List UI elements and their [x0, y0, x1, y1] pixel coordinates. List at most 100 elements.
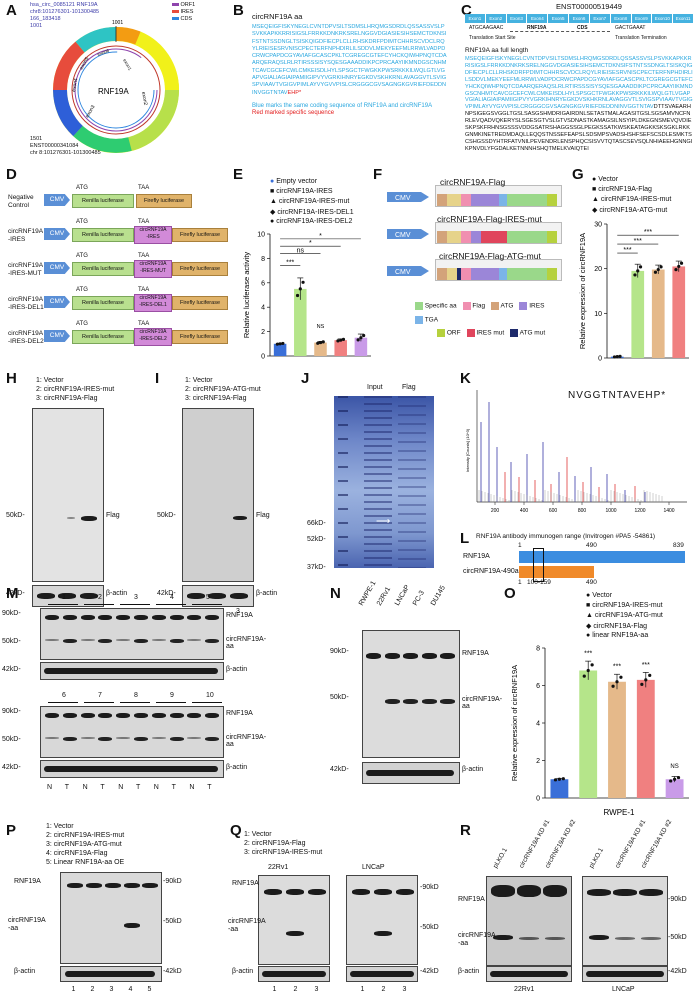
row-circ490: circRNF19A-490aa	[463, 568, 523, 575]
panel-label-j: J	[301, 370, 310, 387]
y-tick-label: 20	[594, 266, 602, 273]
marker-h-50: 50kD-	[6, 512, 25, 519]
band	[44, 766, 218, 772]
group-line	[120, 604, 150, 605]
exon5-arc	[52, 41, 85, 91]
construct-name: circRNF19A -IRES-DEL2	[8, 330, 44, 345]
blot-q-22rv1	[258, 875, 330, 965]
cmv-arrow	[387, 266, 429, 276]
data-point	[644, 678, 648, 682]
marker-p-50: -50kD	[163, 918, 182, 925]
band	[151, 713, 166, 718]
firefly-box: Firefly luciferase	[172, 228, 228, 242]
data-point	[618, 354, 622, 358]
note-blue: Blue marks the same coding sequence of R…	[252, 102, 433, 109]
data-point	[659, 265, 663, 269]
panel-label-e: E	[233, 166, 244, 183]
label-i-flag: Flag	[256, 512, 270, 519]
cell-22rv1: 22Rv1	[268, 864, 289, 871]
cds-annotation: ATGCAAGAAC RNF19A CDS GACTGAAAT Translat…	[469, 25, 667, 41]
label-h-flag: Flag	[106, 512, 120, 519]
label-n-rnf19a: RNF19A	[462, 650, 489, 657]
exon6-arc	[75, 26, 117, 53]
bar-rnf19a	[519, 551, 685, 563]
note-red: Red marked specific sequence	[252, 110, 335, 117]
bar	[631, 270, 645, 358]
band	[62, 639, 77, 643]
panel-d-constructs: Negative Control CMV ATG TAA Renilla lucifer…	[8, 182, 233, 362]
cmv-label: CMV	[395, 269, 411, 276]
construct-segment	[499, 268, 507, 280]
immunogen-box	[533, 548, 544, 582]
panel-g-legend: ● Vector ■ circRNF19A-Flag ▲ circRNF19A-…	[592, 176, 672, 214]
nt-label: N	[47, 784, 53, 791]
group-number: 1	[62, 594, 66, 601]
construct-segment	[437, 231, 447, 243]
marker-m-42: 42kD-	[2, 764, 21, 771]
band	[151, 737, 166, 739]
band	[169, 713, 184, 718]
data-point	[640, 682, 644, 686]
blot-m-actin	[40, 760, 224, 778]
panel-n: RWPE-1 22Rv1 LNCaP PC-3 DU145 90kD- 50kD- 42kD-…	[330, 580, 502, 808]
panel-label-n: N	[330, 585, 341, 602]
marker-h-42: 42kD-	[6, 590, 25, 597]
label-m-actin: β-actin	[226, 764, 248, 771]
sig-label: ***	[642, 662, 650, 669]
chart-o: 0 2 4 6 8 Relative expression of circRNF19A **…	[510, 646, 689, 817]
band	[134, 713, 148, 718]
data-point	[673, 777, 677, 781]
construct-name: Negative Control	[8, 194, 34, 209]
panel-q-legend: 1: Vector 2: circRNF19A-Flag 3: circRNF1…	[244, 831, 323, 856]
bar	[294, 288, 307, 356]
blot-m-main	[40, 608, 224, 660]
blot-p-main	[60, 872, 162, 964]
marker-q-90: -90kD	[420, 884, 439, 891]
data-point	[359, 336, 363, 340]
construct-segment	[471, 268, 499, 280]
cell-lncap: LNCaP	[362, 864, 385, 871]
group-line	[192, 604, 222, 605]
data-point	[615, 680, 619, 684]
cell-line-label: PC-3	[411, 589, 426, 607]
ires-insert: circRNF19A -IRES-MUT	[134, 260, 172, 278]
sig-label: ***	[634, 238, 642, 245]
label-p-actin: β-actin	[14, 968, 36, 975]
y-tick-label: 2	[261, 329, 265, 336]
taa-label: TAA	[138, 287, 150, 293]
taa-label: TAA	[138, 253, 150, 259]
marker-j-66: 66kD-	[307, 520, 326, 527]
y-tick-label: 4	[536, 721, 540, 728]
data-point	[298, 287, 302, 291]
circ-aa-sequence: MSEQEIGFISKYNEGLCVNTDPVSILTSDMSLHRQMGSDR…	[252, 24, 447, 96]
taa-label: TAA	[138, 219, 150, 225]
group-number: 4	[170, 594, 174, 601]
construct-segment	[437, 194, 447, 206]
cell-r-22rv1: 22Rv1	[514, 986, 535, 993]
y-tick-label: 10	[257, 232, 265, 239]
cmv-promoter: CMV	[44, 296, 70, 308]
construct-segment	[447, 231, 461, 243]
construct-segment	[547, 231, 557, 243]
band	[384, 699, 400, 704]
data-point	[677, 264, 681, 269]
marker-n-42: 42kD-	[330, 766, 349, 773]
cell-line-label: LNCaP	[393, 583, 412, 607]
atg-label: ATG	[76, 287, 88, 293]
taa-label: TAA	[138, 321, 150, 327]
data-point	[316, 341, 320, 345]
marker-m-90: 90kD-	[2, 708, 21, 715]
exon4-arc	[53, 89, 83, 137]
bar	[608, 681, 626, 798]
sig-label: ***	[644, 229, 652, 236]
label-m-rnf19a: RNF19A	[226, 612, 253, 619]
label-r-rnf19a: RNF19A	[458, 896, 485, 903]
bar	[665, 779, 684, 798]
panel-label-g: G	[572, 166, 584, 183]
panel-label-h: H	[6, 370, 17, 387]
blot-q-actin-2	[346, 966, 418, 982]
exon4-label: exon4	[71, 78, 79, 93]
band	[98, 737, 113, 741]
tick-label: 1001	[112, 20, 123, 26]
